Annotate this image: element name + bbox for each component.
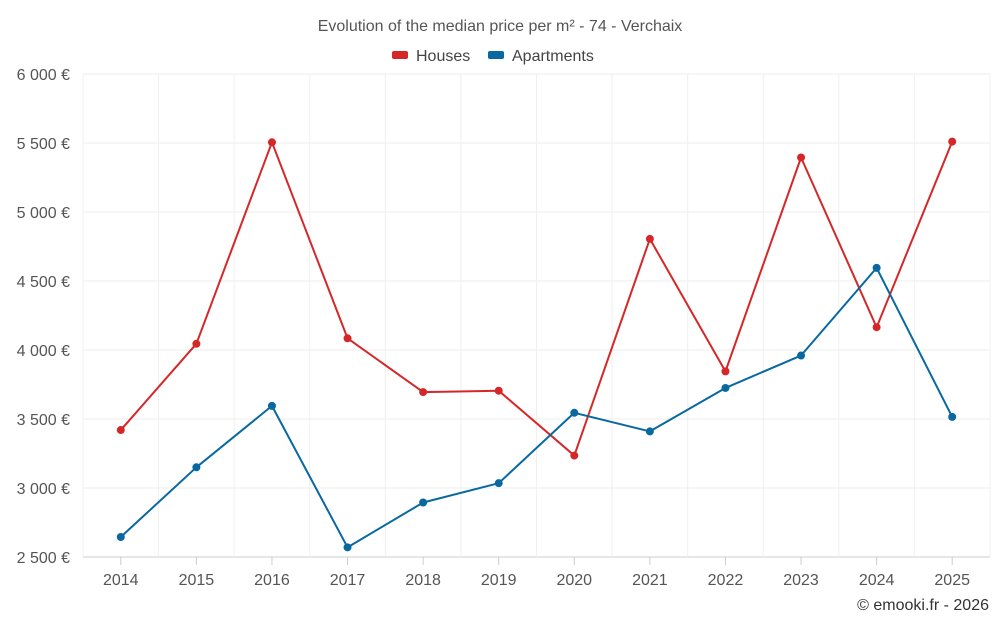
x-tick-label: 2018 (405, 572, 441, 589)
x-tick-label: 2017 (330, 572, 366, 589)
axes: 2 500 € 3 000 € 3 500 € 4 000 € 4 500 € 5 000… (17, 67, 970, 589)
x-tick-label: 2015 (179, 572, 215, 589)
x-tick-label: 2024 (859, 572, 895, 589)
data-point-houses[interactable] (872, 323, 881, 332)
x-tick-label: 2022 (708, 572, 744, 589)
data-point-apartments[interactable] (872, 263, 881, 272)
legend-label-houses: Houses (416, 48, 470, 65)
legend: Houses Apartments (392, 48, 594, 65)
data-point-apartments[interactable] (494, 479, 503, 488)
data-point-houses[interactable] (116, 426, 125, 435)
y-tick-label: 3 500 € (17, 412, 70, 429)
data-point-apartments[interactable] (267, 401, 276, 410)
data-point-houses[interactable] (267, 138, 276, 147)
data-point-houses[interactable] (797, 153, 806, 162)
legend-label-apartments: Apartments (512, 48, 594, 65)
legend-swatch-apartments (488, 51, 504, 59)
grid (82, 73, 991, 558)
data-point-apartments[interactable] (721, 383, 730, 392)
credit-text: © emooki.fr - 2026 (857, 597, 989, 614)
data-point-houses[interactable] (645, 234, 654, 243)
legend-item-apartments[interactable]: Apartments (488, 48, 594, 65)
x-tick-label: 2025 (934, 572, 970, 589)
x-tick-label: 2019 (481, 572, 517, 589)
series (116, 137, 957, 552)
x-tick-label: 2020 (556, 572, 592, 589)
data-point-houses[interactable] (948, 137, 957, 146)
y-tick-label: 6 000 € (17, 67, 70, 84)
y-tick-label: 2 500 € (17, 550, 70, 567)
data-point-houses[interactable] (192, 339, 201, 348)
y-tick-label: 5 000 € (17, 205, 70, 222)
data-point-apartments[interactable] (797, 351, 806, 360)
data-point-houses[interactable] (570, 451, 579, 460)
y-tick-label: 5 500 € (17, 136, 70, 153)
x-tick-label: 2016 (254, 572, 290, 589)
y-tick-label: 4 500 € (17, 274, 70, 291)
x-tick-label: 2023 (783, 572, 819, 589)
data-point-apartments[interactable] (948, 412, 957, 421)
series-line-houses (119, 140, 954, 457)
data-point-apartments[interactable] (419, 498, 428, 507)
y-tick-label: 3 000 € (17, 481, 70, 498)
x-tick-label: 2014 (103, 572, 139, 589)
data-point-apartments[interactable] (343, 543, 352, 552)
x-tick-label: 2021 (632, 572, 668, 589)
chart-title: Evolution of the median price per m² - 7… (318, 18, 683, 35)
data-point-houses[interactable] (721, 367, 730, 376)
legend-item-houses[interactable]: Houses (392, 48, 470, 65)
data-point-apartments[interactable] (645, 427, 654, 436)
legend-swatch-houses (392, 51, 408, 59)
data-point-houses[interactable] (494, 386, 503, 395)
data-point-houses[interactable] (419, 388, 428, 397)
series-line-apartments (119, 266, 954, 549)
data-point-apartments[interactable] (570, 408, 579, 417)
data-point-apartments[interactable] (192, 463, 201, 472)
y-tick-label: 4 000 € (17, 343, 70, 360)
data-point-apartments[interactable] (116, 532, 125, 541)
data-point-houses[interactable] (343, 334, 352, 343)
